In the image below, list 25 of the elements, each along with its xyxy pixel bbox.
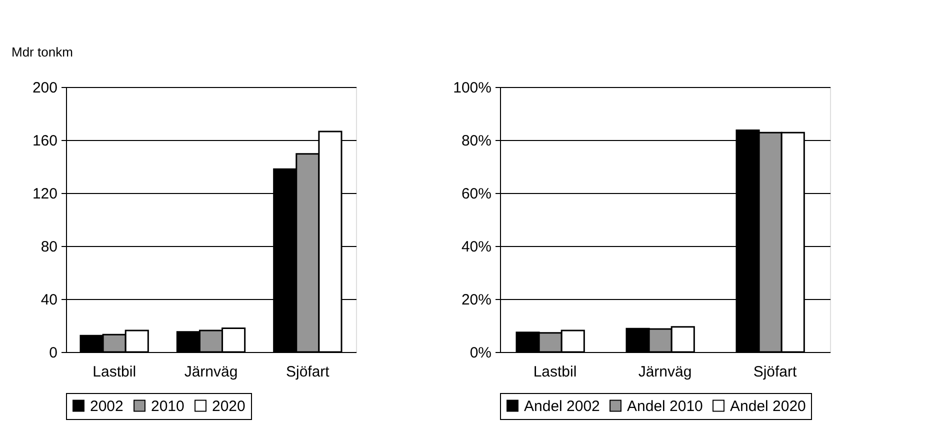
y-tick-label: 160 [32, 132, 58, 150]
y-tick-label: 80 [40, 238, 58, 256]
y-tick-label: 20% [461, 292, 492, 308]
y-tick-label: 0 [49, 344, 58, 362]
x-tick-label: Sjöfart [753, 364, 798, 380]
legend-label: 2020 [212, 398, 246, 415]
y-axis-title: Mdr tonkm [12, 44, 73, 60]
y-tick-label: 40 [40, 292, 58, 308]
y-tick-label: 120 [32, 186, 58, 202]
x-tick-label: Lastbil [533, 364, 577, 380]
y-tick-label: 80% [461, 132, 492, 150]
legend-label: Andel 2002 [524, 398, 600, 415]
x-tick-label: Järnväg [184, 364, 238, 380]
legend-label: Andel 2020 [730, 398, 806, 415]
y-tick-label: 0% [470, 344, 492, 362]
legend-label: 2010 [151, 398, 184, 415]
y-tick-label: 100% [453, 80, 492, 96]
legend-label: Andel 2010 [627, 398, 703, 415]
y-tick-label: 60% [461, 186, 492, 202]
x-tick-label: Järnväg [638, 364, 692, 380]
y-tick-label: 40% [461, 238, 492, 256]
y-tick-label: 200 [32, 80, 58, 96]
x-tick-label: Lastbil [92, 364, 136, 380]
x-tick-label: Sjöfart [286, 364, 330, 380]
legend-label: 2002 [90, 398, 124, 415]
